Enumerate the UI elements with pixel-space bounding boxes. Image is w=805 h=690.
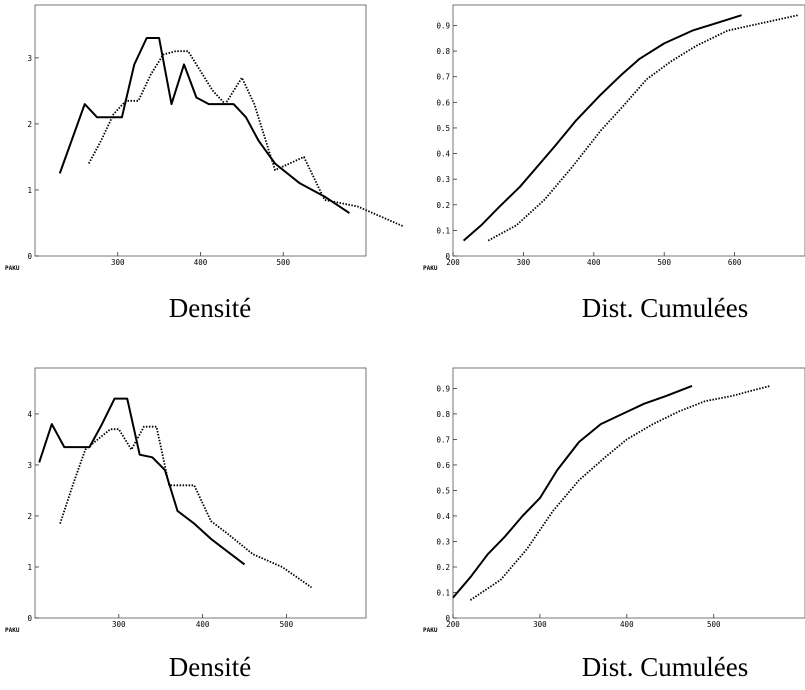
plot-frame (34, 367, 367, 619)
y-tick-label: 0 (27, 252, 32, 261)
y-tick-label: 0 (445, 252, 450, 261)
series-dotted-line (469, 385, 771, 601)
x-tick-label: 400 (196, 620, 210, 629)
cumulative-chart-top: 0 0.1 0.2 0.3 0.4 0.5 0.6 0.7 0.8 0.9 200 300 400 500… (420, 0, 805, 280)
x-tick-label: 200 (446, 258, 460, 267)
y-tick-label: 2 (27, 120, 32, 129)
series-dotted-line (88, 50, 404, 228)
density-chart-bottom: 0 1 2 3 4 300 400 500 PAKU (0, 360, 380, 645)
y-tick-label: 0.4 (436, 150, 450, 159)
plot-frame (452, 367, 805, 619)
series-dotted-line (487, 14, 799, 242)
x-axis-name: PAKU (5, 627, 20, 634)
y-tick-label: 0 (445, 614, 450, 623)
series-solid-line (452, 384, 693, 599)
chart-svg-2: 0 1 2 3 4 300 400 500 PAKU (5, 367, 367, 634)
x-tick-label: 400 (620, 620, 634, 629)
y-tick-label: 0.8 (436, 410, 450, 419)
y-tick-label: 1 (27, 186, 32, 195)
x-tick-label: 400 (587, 258, 601, 267)
caption-density-top: Densité (168, 293, 252, 323)
series-solid-line (462, 14, 742, 242)
y-tick-label: 0.7 (436, 73, 450, 82)
y-tick-label: 0.4 (436, 512, 450, 521)
caption-cumulative-bottom: Dist. Cumulées (581, 652, 749, 682)
chart-svg-3: 0 0.1 0.2 0.3 0.4 0.5 0.6 0.7 0.8 0.9 200 300 400 500… (423, 367, 805, 634)
x-tick-label: 300 (111, 258, 125, 267)
y-tick-label: 0.6 (436, 98, 450, 107)
x-tick-label: 500 (657, 258, 671, 267)
series-dotted-line (59, 425, 313, 589)
y-tick-label: 4 (27, 410, 32, 419)
x-tick-label: 300 (112, 620, 126, 629)
chart-svg-0: 0 1 2 3 300 400 500 PAKU (5, 4, 404, 272)
y-tick-label: 0.7 (436, 435, 450, 444)
caption-cumulative-top: Dist. Cumulées (581, 293, 749, 323)
y-tick-label: 0.9 (436, 384, 450, 393)
y-tick-label: 0 (27, 614, 32, 623)
plot-frame (452, 4, 805, 257)
series-solid-line (38, 397, 246, 566)
y-tick-label: 2 (27, 512, 32, 521)
y-tick-label: 0.2 (436, 201, 450, 210)
x-axis-name: PAKU (5, 265, 20, 272)
x-tick-label: 200 (446, 620, 460, 629)
y-tick-label: 0.3 (436, 175, 450, 184)
series-solid-line (58, 37, 350, 214)
y-tick-label: 0.2 (436, 563, 450, 572)
y-tick-label: 0.8 (436, 47, 450, 56)
x-tick-label: 600 (728, 258, 742, 267)
x-tick-label: 500 (276, 258, 290, 267)
cumulative-chart-bottom: 0 0.1 0.2 0.3 0.4 0.5 0.6 0.7 0.8 0.9 200 300 400 500… (420, 360, 805, 645)
y-tick-label: 0.1 (436, 226, 450, 235)
caption-density-bottom: Densité (168, 652, 252, 682)
x-axis-name: PAKU (423, 627, 438, 634)
y-tick-label: 0.9 (436, 21, 450, 30)
plot-frame (34, 4, 367, 257)
x-axis-name: PAKU (423, 265, 438, 272)
y-tick-label: 0.5 (436, 486, 450, 495)
x-tick-label: 500 (280, 620, 294, 629)
y-tick-label: 0.3 (436, 537, 450, 546)
y-tick-label: 0.1 (436, 588, 450, 597)
chart-svg-1: 0 0.1 0.2 0.3 0.4 0.5 0.6 0.7 0.8 0.9 200 300 400 500… (423, 4, 805, 272)
x-tick-label: 300 (517, 258, 531, 267)
x-tick-label: 500 (707, 620, 721, 629)
y-tick-label: 3 (27, 461, 32, 470)
x-tick-label: 300 (533, 620, 547, 629)
y-tick-label: 0.6 (436, 461, 450, 470)
x-tick-label: 400 (194, 258, 208, 267)
y-tick-label: 1 (27, 563, 32, 572)
y-tick-label: 0.5 (436, 124, 450, 133)
density-chart-top: 0 1 2 3 300 400 500 PAKU (0, 0, 404, 280)
y-tick-label: 3 (27, 54, 32, 63)
